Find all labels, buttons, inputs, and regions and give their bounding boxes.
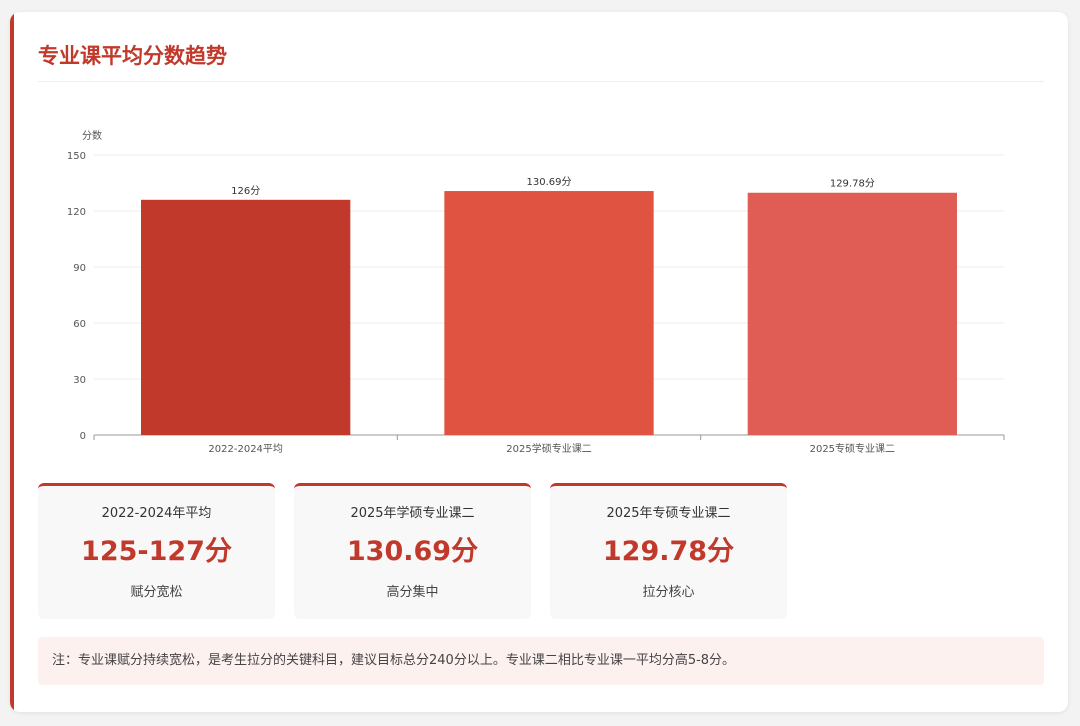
bar-1 [141,199,351,435]
stat-card-2022-2024: 2022-2024年平均 125-127分 赋分宽松 [38,483,275,619]
stat-value: 130.69分 [346,536,479,567]
data-label: 126分 [231,185,260,197]
stat-note: 高分集中 [386,585,439,600]
stat-note: 赋分宽松 [130,585,183,600]
bar-chart: 分数 0 30 60 90 120 150 126分 2022-2024平均 130.69分 202… [67,129,1005,455]
bar-2 [444,191,654,435]
y-tick-label: 120 [67,207,86,218]
page-title: 专业课平均分数趋势 [38,44,227,68]
y-tick-label: 0 [80,431,86,442]
stat-note: 拉分核心 [642,585,695,600]
y-tick-label: 150 [67,151,86,162]
stat-label: 2025年专硕专业课二 [606,506,731,521]
x-tick-label: 2022-2024平均 [208,443,283,455]
stat-card-2025-professional: 2025年专硕专业课二 129.78分 拉分核心 [550,483,787,619]
y-tick-label: 30 [73,375,86,386]
footnote: 注：专业课赋分持续宽松，是考生拉分的关键科目，建议目标总分240分以上。专业课二… [38,637,1044,685]
stat-value: 125-127分 [81,536,232,567]
bar-3 [747,192,957,435]
trend-card: 专业课平均分数趋势 分数 0 30 60 90 120 150 126分 2022-2024平均… [10,12,1068,712]
stat-value: 129.78分 [602,536,735,567]
data-label: 129.78分 [830,178,875,190]
data-label: 130.69分 [527,176,572,188]
stat-label: 2025年学硕专业课二 [350,506,475,521]
card-accent-bar [10,12,14,712]
x-tick-label: 2025学硕专业课二 [506,442,591,455]
y-tick-label: 60 [73,319,86,330]
y-tick-label: 90 [73,263,86,274]
stat-card-2025-academic: 2025年学硕专业课二 130.69分 高分集中 [294,483,531,619]
x-tick-label: 2025专硕专业课二 [810,442,895,455]
y-axis-label: 分数 [82,129,102,142]
title-divider [38,81,1044,82]
stat-label: 2022-2024年平均 [101,506,212,521]
